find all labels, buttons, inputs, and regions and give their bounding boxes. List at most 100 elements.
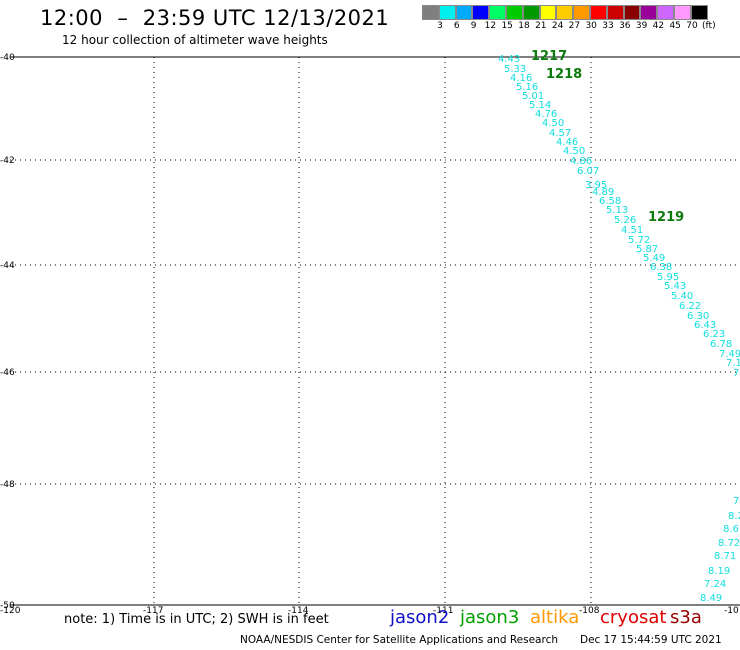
wave-height-label: 4.43 <box>498 54 520 65</box>
colorbar-label: 15 <box>501 21 513 31</box>
legend-s3a: s3a <box>670 607 702 628</box>
wave-height-label: 4.16 <box>510 73 532 84</box>
wave-height-label: 7.24 <box>704 579 726 590</box>
wave-height-label: 4.76 <box>535 109 557 120</box>
colorbar-swatch <box>606 5 624 20</box>
wave-height-label: 6.07 <box>577 166 599 177</box>
colorbar-label: 36 <box>619 21 631 31</box>
colorbar-label: 30 <box>585 21 597 31</box>
legend-jason2: jason2 <box>390 607 450 628</box>
colorbar-swatch <box>623 5 641 20</box>
wave-height-label: 4.51 <box>621 225 643 236</box>
colorbar-swatch <box>522 5 540 20</box>
wave-height-label: 4.57 <box>549 128 571 139</box>
wave-height-label: 6.78 <box>710 339 732 350</box>
lat-label: -42 <box>0 156 15 166</box>
wave-height-labels: 4.435.334.165.165.015.144.764.504.574.46… <box>498 54 740 604</box>
colorbar-swatch <box>438 5 456 20</box>
colorbar-label: 70 <box>686 21 698 31</box>
lon-label: -117 <box>143 606 163 616</box>
wave-height-label: 6.23 <box>703 329 725 340</box>
colorbar-swatch <box>556 5 574 20</box>
colorbar-swatch <box>505 5 523 20</box>
colorbar-swatch <box>472 5 490 20</box>
colorbar-swatch <box>573 5 590 20</box>
wave-height-label: 8.72 <box>718 538 740 549</box>
pass-label: 1219 <box>648 210 684 225</box>
colorbar-label: 3 <box>437 21 443 31</box>
colorbar-label: 45 <box>669 21 681 31</box>
colorbar-label: 18 <box>518 21 530 31</box>
wave-height-label: 7 <box>733 368 739 379</box>
footer-note: note: 1) Time is in UTC; 2) SWH is in fe… <box>64 612 329 627</box>
legend-altika: altika <box>530 607 580 628</box>
map-frame <box>10 56 740 606</box>
wave-height-label: 8.49 <box>700 593 722 604</box>
wave-height-label: 6.43 <box>694 320 716 331</box>
wave-height-label: 7.1 <box>726 358 740 369</box>
wave-height-label: 8.19 <box>708 566 730 577</box>
colorbar-label: 33 <box>602 21 614 31</box>
chart-title: 12:00 – 23:59 UTC 12/13/2021 <box>40 6 390 30</box>
lon-label: -108 <box>579 606 600 616</box>
colorbar-label: 39 <box>635 21 648 31</box>
wave-height-label: 5.33 <box>504 64 526 75</box>
wave-height-label: 8.2 <box>728 511 740 522</box>
colorbar-swatch <box>539 5 557 20</box>
colorbar-label: 9 <box>470 21 477 31</box>
pass-label: 1217 <box>531 49 567 64</box>
wave-height-label: 8.71 <box>714 551 736 562</box>
colorbar-swatch <box>455 5 473 20</box>
wave-height-label: 6.38 <box>650 262 672 273</box>
lat-label: -46 <box>0 368 15 378</box>
pass-label: 1218 <box>546 67 582 82</box>
pass-labels: 1217 1218 1219 <box>531 49 684 225</box>
wave-height-label: 3.95 <box>585 180 607 191</box>
colorbar-label: 24 <box>551 21 564 31</box>
lat-label: -50 <box>0 601 15 611</box>
lat-label: -48 <box>0 480 15 490</box>
colorbar-label: 12 <box>484 21 497 31</box>
colorbar-swatch <box>673 5 691 20</box>
colorbar-swatch <box>489 5 506 20</box>
wave-height-label: 7 <box>733 496 739 507</box>
credit-text: NOAA/NESDIS Center for Satellite Applica… <box>240 634 558 646</box>
wave-height-label: 4.86 <box>570 156 592 167</box>
wave-height-label: 7.49 <box>719 349 740 360</box>
colorbar-swatch <box>657 5 674 20</box>
wave-height-label: 5.14 <box>529 100 551 111</box>
legend-cryosat: cryosat <box>600 607 667 628</box>
colorbar-swatch <box>589 5 607 20</box>
lon-label: -111 <box>433 606 453 616</box>
colorbar-label: 6 <box>453 21 460 31</box>
legend-jason3: jason3 <box>460 607 520 628</box>
lon-label: -10 <box>724 606 739 616</box>
wave-height-label: 5.01 <box>522 91 544 102</box>
wave-height-label: 5.72 <box>628 235 650 246</box>
wave-height-label: 5.87 <box>636 244 658 255</box>
lon-label: -114 <box>288 606 309 616</box>
wave-height-label: 5.13 <box>606 205 628 216</box>
wave-height-label: 4.46 <box>556 137 578 148</box>
wave-height-label: 6.22 <box>679 301 701 312</box>
colorbar-swatch <box>690 5 708 20</box>
wave-height-label: 5.95 <box>657 272 679 283</box>
axis-tick-labels: -40 -42 -44 -46 -48 -50-120 -117 -114 -111 -108 -1… <box>0 53 739 616</box>
colorbar-unit: (ft) <box>702 21 716 31</box>
wave-height-label: 4.89 <box>592 187 614 198</box>
wave-height-label: 5.49 <box>643 253 665 264</box>
wave-height-label: 5.40 <box>671 291 693 302</box>
chart-subtitle: 12 hour collection of altimeter wave hei… <box>62 33 328 47</box>
lat-label: -44 <box>0 261 15 271</box>
wave-height-label: 4.50 <box>542 118 564 129</box>
wave-height-label: 4.50 <box>563 146 585 157</box>
wave-height-label: 5.16 <box>516 82 538 93</box>
colorbar-label: 27 <box>568 21 581 31</box>
lat-label: -40 <box>0 53 15 63</box>
wave-height-label: 6.30 <box>687 311 709 322</box>
colorbar-label: 42 <box>652 21 665 31</box>
timestamp-text: Dec 17 15:44:59 UTC 2021 <box>580 634 722 646</box>
colorbar-swatch <box>640 5 658 20</box>
lon-label: -120 <box>0 606 21 616</box>
colorbar-swatch <box>422 5 439 20</box>
